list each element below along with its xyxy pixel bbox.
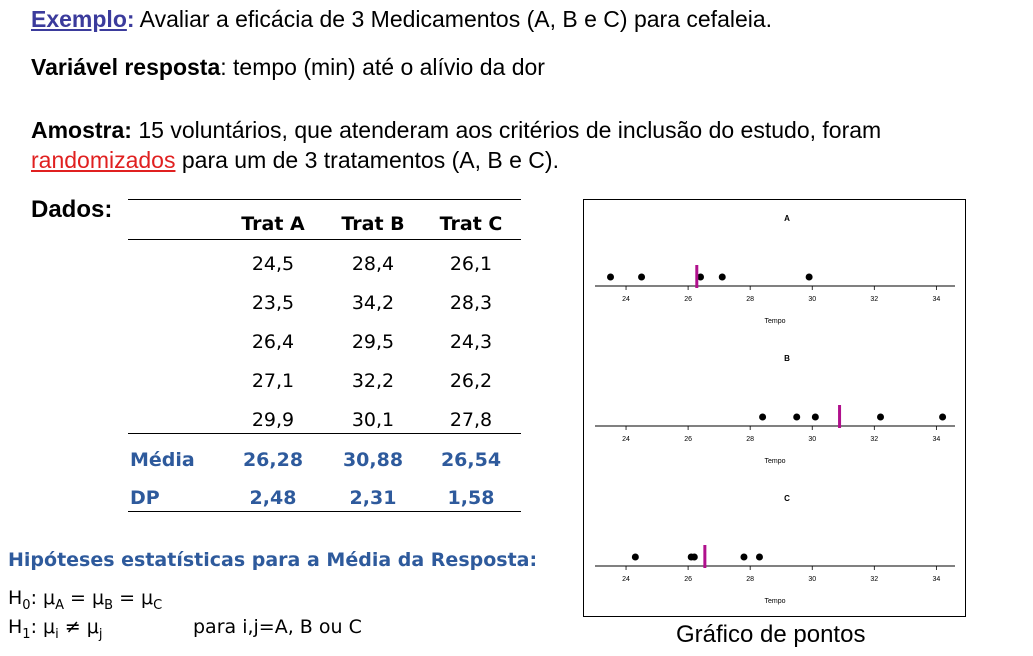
panel-a: A 24 26 28 30 32 34 Tempo xyxy=(595,214,955,325)
table-cell: 29,9 xyxy=(251,409,295,431)
mean-label: Média xyxy=(130,449,195,471)
example-line: Exemplo: Avaliar a eficácia de 3 Medicam… xyxy=(31,6,772,33)
data-point xyxy=(740,553,748,561)
sd-label: DP xyxy=(130,487,160,509)
response-line: Variável resposta: tempo (min) até o alí… xyxy=(31,54,545,81)
dot-plot: A 24 26 28 30 32 34 Tempo B 24 26 28 30 32 34 Tempo C 24 2… xyxy=(595,214,955,605)
hypotheses-title: Hipóteses estatísticas para a Média da R… xyxy=(8,549,538,571)
response-label: Variável resposta xyxy=(31,54,221,80)
panel-b: B 24 26 28 30 32 34 Tempo xyxy=(595,354,955,465)
table-cell: 29,5 xyxy=(351,331,395,353)
x-axis-label: Tempo xyxy=(764,458,785,465)
data-point xyxy=(718,273,726,281)
mean-value-b: 30,88 xyxy=(342,449,404,471)
x-tick-label: 32 xyxy=(870,436,878,443)
sd-value-a: 2,48 xyxy=(249,487,297,509)
data-point xyxy=(939,413,947,421)
table-cell: 26,2 xyxy=(449,370,493,392)
randomized-word: randomizados xyxy=(31,147,176,173)
x-tick-label: 30 xyxy=(808,296,816,303)
data-point xyxy=(631,553,639,561)
table-cell: 28,3 xyxy=(449,292,493,314)
data-label: Dados: xyxy=(31,196,113,223)
table-cell: 30,1 xyxy=(351,409,395,431)
example-colon: : xyxy=(126,6,135,32)
x-tick-label: 28 xyxy=(746,436,754,443)
header-trat-a: Trat A xyxy=(241,213,305,235)
x-tick-label: 28 xyxy=(746,296,754,303)
panel-title: A xyxy=(784,214,790,223)
panel-c: C 24 26 28 30 32 34 Tempo xyxy=(595,494,955,605)
response-text: : tempo (min) até o alívio da dor xyxy=(220,54,545,80)
x-tick-label: 30 xyxy=(808,576,816,583)
x-tick-label: 32 xyxy=(870,296,878,303)
x-tick-label: 34 xyxy=(932,576,940,583)
data-point xyxy=(805,273,813,281)
table-summary-rule xyxy=(128,433,521,434)
mean-value-c: 26,54 xyxy=(440,449,502,471)
panel-title: B xyxy=(784,354,790,363)
data-point xyxy=(697,273,705,281)
sample-line-2: randomizados para um de 3 tratamentos (A… xyxy=(31,147,559,174)
header-trat-c: Trat C xyxy=(439,213,503,235)
panel-title: C xyxy=(784,494,790,503)
dot-plot-frame xyxy=(583,199,966,617)
sample-label: Amostra: xyxy=(31,117,132,143)
x-tick-label: 26 xyxy=(684,296,692,303)
table-cell: 26,1 xyxy=(449,253,493,275)
data-point xyxy=(811,413,819,421)
header-trat-b: Trat B xyxy=(341,213,405,235)
table-header-rule xyxy=(128,239,521,240)
x-tick-label: 32 xyxy=(870,576,878,583)
table-cell: 27,8 xyxy=(449,409,493,431)
sample-text-2: para um de 3 tratamentos (A, B e C). xyxy=(175,147,559,173)
x-tick-label: 34 xyxy=(932,296,940,303)
data-point xyxy=(759,413,767,421)
sample-line: Amostra: 15 voluntários, que atenderam a… xyxy=(31,117,881,144)
sample-text: 15 voluntários, que atenderam aos critér… xyxy=(131,117,882,143)
table-cell: 24,5 xyxy=(251,253,295,275)
x-axis-label: Tempo xyxy=(764,598,785,605)
x-tick-label: 26 xyxy=(684,436,692,443)
sd-value-b: 2,31 xyxy=(349,487,397,509)
x-tick-label: 24 xyxy=(622,576,630,583)
example-label: Exemplo xyxy=(31,6,127,32)
data-point xyxy=(690,553,698,561)
plot-caption: Gráfico de pontos xyxy=(676,621,866,648)
table-cell: 24,3 xyxy=(449,331,493,353)
example-text: Avaliar a eficácia de 3 Medicamentos (A,… xyxy=(134,6,773,32)
data-point xyxy=(607,273,615,281)
x-tick-label: 28 xyxy=(746,576,754,583)
table-cell: 23,5 xyxy=(251,292,295,314)
data-point xyxy=(755,553,763,561)
x-axis-label: Tempo xyxy=(764,318,785,325)
data-point xyxy=(793,413,801,421)
null-hypothesis: H0: μA = μB = μC xyxy=(8,587,163,613)
table-cell: 34,2 xyxy=(351,292,395,314)
x-tick-label: 26 xyxy=(684,576,692,583)
table-top-rule xyxy=(128,199,521,200)
alternative-condition: para i,j=A, B ou C xyxy=(193,616,362,638)
table-bottom-rule xyxy=(128,511,521,512)
x-tick-label: 30 xyxy=(808,436,816,443)
table-cell: 27,1 xyxy=(251,370,295,392)
x-tick-label: 24 xyxy=(622,296,630,303)
alternative-hypothesis: H1: μi ≠ μj xyxy=(8,616,103,642)
data-point xyxy=(638,273,646,281)
mean-value-a: 26,28 xyxy=(242,449,304,471)
sd-value-c: 1,58 xyxy=(447,487,495,509)
x-tick-label: 24 xyxy=(622,436,630,443)
x-tick-label: 34 xyxy=(932,436,940,443)
table-cell: 26,4 xyxy=(251,331,295,353)
table-cell: 28,4 xyxy=(351,253,395,275)
table-cell: 32,2 xyxy=(351,370,395,392)
data-point xyxy=(877,413,885,421)
